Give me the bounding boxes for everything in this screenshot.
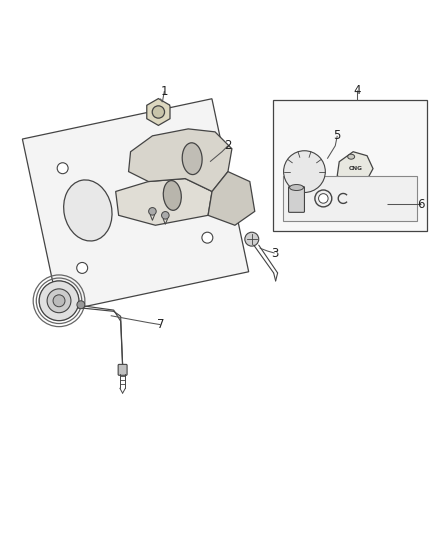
Circle shape	[39, 281, 79, 321]
Circle shape	[57, 163, 68, 174]
Circle shape	[148, 207, 156, 215]
Circle shape	[315, 190, 332, 207]
Ellipse shape	[290, 184, 304, 190]
Circle shape	[162, 212, 169, 219]
Text: 3: 3	[271, 247, 278, 260]
Ellipse shape	[182, 143, 202, 175]
Circle shape	[283, 151, 325, 192]
Circle shape	[177, 138, 187, 148]
Circle shape	[152, 106, 165, 118]
Ellipse shape	[64, 180, 112, 241]
FancyBboxPatch shape	[289, 187, 304, 212]
Circle shape	[53, 295, 65, 307]
Circle shape	[47, 289, 71, 313]
Text: 2: 2	[224, 139, 232, 152]
Circle shape	[296, 163, 314, 181]
Text: 4: 4	[353, 84, 361, 96]
Polygon shape	[208, 172, 255, 225]
Circle shape	[318, 193, 328, 203]
Circle shape	[292, 159, 318, 184]
Circle shape	[202, 232, 213, 243]
Circle shape	[245, 232, 259, 246]
Circle shape	[77, 262, 88, 273]
Ellipse shape	[163, 181, 181, 211]
Circle shape	[77, 301, 85, 309]
Circle shape	[300, 167, 309, 176]
Text: CNG: CNG	[349, 166, 363, 171]
Circle shape	[288, 155, 321, 189]
Polygon shape	[147, 99, 170, 125]
Text: 1: 1	[161, 85, 168, 98]
Polygon shape	[22, 99, 249, 312]
Polygon shape	[116, 179, 212, 225]
Text: 5: 5	[334, 130, 341, 142]
Text: 6: 6	[417, 198, 424, 211]
Text: 7: 7	[157, 318, 164, 331]
Polygon shape	[337, 152, 373, 188]
Polygon shape	[129, 129, 232, 191]
FancyBboxPatch shape	[118, 365, 127, 375]
FancyBboxPatch shape	[283, 175, 417, 221]
Ellipse shape	[348, 154, 355, 159]
FancyBboxPatch shape	[273, 100, 427, 231]
